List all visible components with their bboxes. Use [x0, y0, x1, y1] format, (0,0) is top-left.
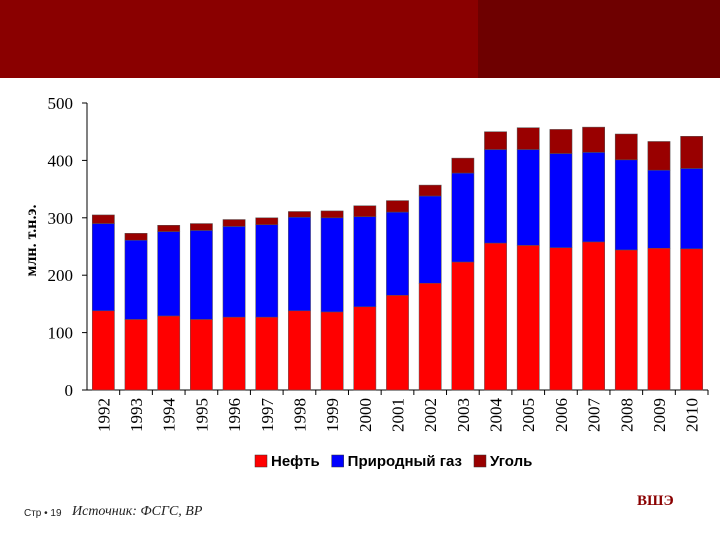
- legend-swatch: [473, 454, 487, 468]
- bar-segment-coal: [190, 223, 213, 231]
- bar-segment-oil: [582, 241, 605, 391]
- bar-segment-gas: [680, 168, 704, 250]
- bar-segment-coal: [353, 205, 377, 217]
- bar-segment-oil: [451, 261, 475, 391]
- legend-label: Нефть: [271, 453, 320, 470]
- x-tick-label: 2009: [650, 398, 669, 432]
- x-tick-label: 1994: [160, 398, 179, 433]
- bar-segment-oil: [91, 310, 115, 391]
- bar-segment-oil: [680, 248, 704, 391]
- y-tick-label: 500: [48, 94, 74, 113]
- x-tick-label: 2003: [454, 398, 473, 432]
- x-tick-label: 2008: [617, 398, 636, 432]
- bar-segment-coal: [680, 136, 704, 169]
- x-tick-label: 1997: [258, 398, 277, 433]
- header-accent-block: [478, 0, 720, 78]
- bar-segment-gas: [582, 152, 605, 243]
- bar-segment-oil: [549, 247, 573, 391]
- bar-segment-coal: [582, 126, 605, 153]
- y-tick-label: 300: [48, 209, 74, 228]
- legend-label: Уголь: [490, 453, 532, 470]
- bar-segment-oil: [418, 282, 442, 391]
- bar-segment-coal: [320, 210, 344, 219]
- x-tick-label: 1998: [290, 398, 309, 432]
- bar-segment-oil: [124, 319, 148, 391]
- x-tick-label: 1995: [192, 398, 211, 432]
- bar-segment-oil: [647, 247, 671, 391]
- x-tick-label: 2001: [389, 398, 408, 432]
- bar-segment-oil: [288, 310, 311, 391]
- bar-segment-gas: [484, 149, 507, 244]
- bar-segment-coal: [516, 127, 540, 150]
- x-tick-label: 2000: [356, 398, 375, 432]
- bar-segment-gas: [320, 217, 344, 313]
- bar-segment-oil: [386, 295, 409, 391]
- bar-segment-gas: [418, 195, 442, 284]
- bar-segment-gas: [614, 159, 638, 251]
- bar-segment-coal: [647, 141, 671, 171]
- y-axis-title: млн. т.н.э.: [23, 205, 40, 277]
- bar-segment-gas: [549, 153, 573, 248]
- y-tick-label: 0: [65, 381, 74, 400]
- y-tick-label: 100: [48, 324, 74, 343]
- source-note: Источник: ФСГС, ВР: [72, 504, 203, 519]
- x-tick-label: 1993: [127, 398, 146, 432]
- x-tick-label: 2005: [519, 398, 538, 432]
- x-tick-label: 1992: [94, 398, 113, 432]
- bar-segment-gas: [222, 226, 246, 318]
- bar-segment-gas: [91, 223, 115, 312]
- legend-swatch: [254, 454, 268, 468]
- bar-segment-oil: [190, 319, 213, 391]
- legend-swatch: [331, 454, 344, 468]
- bar-segment-gas: [353, 216, 377, 308]
- bar-segment-coal: [549, 129, 573, 154]
- bar-segment-oil: [255, 316, 279, 391]
- bar-segment-gas: [386, 211, 409, 296]
- bar-segment-coal: [418, 184, 442, 197]
- bar-segment-coal: [255, 217, 279, 225]
- y-tick-label: 200: [48, 266, 74, 285]
- bar-segment-coal: [222, 219, 246, 227]
- bar-segment-coal: [451, 157, 475, 174]
- bar-segment-oil: [320, 311, 344, 391]
- bar-segment-gas: [647, 169, 671, 249]
- x-tick-label: 2006: [552, 398, 571, 432]
- bar-segment-oil: [157, 315, 181, 391]
- bar-segment-gas: [288, 216, 311, 312]
- x-tick-label: 1999: [323, 398, 342, 432]
- x-tick-label: 1996: [225, 398, 244, 432]
- brand-label: ВШЭ: [637, 493, 674, 509]
- x-tick-label: 2004: [487, 398, 506, 433]
- bar-segment-coal: [288, 211, 311, 218]
- bar-segment-gas: [190, 230, 213, 320]
- bar-segment-oil: [614, 249, 638, 391]
- bar-segment-gas: [451, 172, 475, 263]
- bar-segment-oil: [484, 242, 507, 391]
- bar-segment-coal: [157, 225, 181, 232]
- bar-segment-gas: [516, 149, 540, 246]
- bar-segment-oil: [353, 306, 377, 391]
- bar-segment-coal: [124, 233, 148, 241]
- y-tick-label: 400: [48, 151, 74, 170]
- bar-segment-coal: [614, 133, 638, 161]
- legend-label: Природный газ: [348, 453, 462, 470]
- bar-segment-gas: [255, 224, 279, 318]
- bar-segment-oil: [222, 316, 246, 391]
- bar-segment-oil: [516, 245, 540, 391]
- x-tick-label: 2007: [585, 398, 604, 433]
- x-tick-label: 2002: [421, 398, 440, 432]
- x-tick-label: 2010: [683, 398, 702, 432]
- page-number: Стр • 19: [24, 508, 62, 519]
- bar-segment-coal: [386, 200, 409, 213]
- bar-segment-gas: [124, 239, 148, 320]
- bar-segment-gas: [157, 231, 181, 317]
- bar-segment-coal: [91, 214, 115, 224]
- bar-segment-coal: [484, 131, 507, 150]
